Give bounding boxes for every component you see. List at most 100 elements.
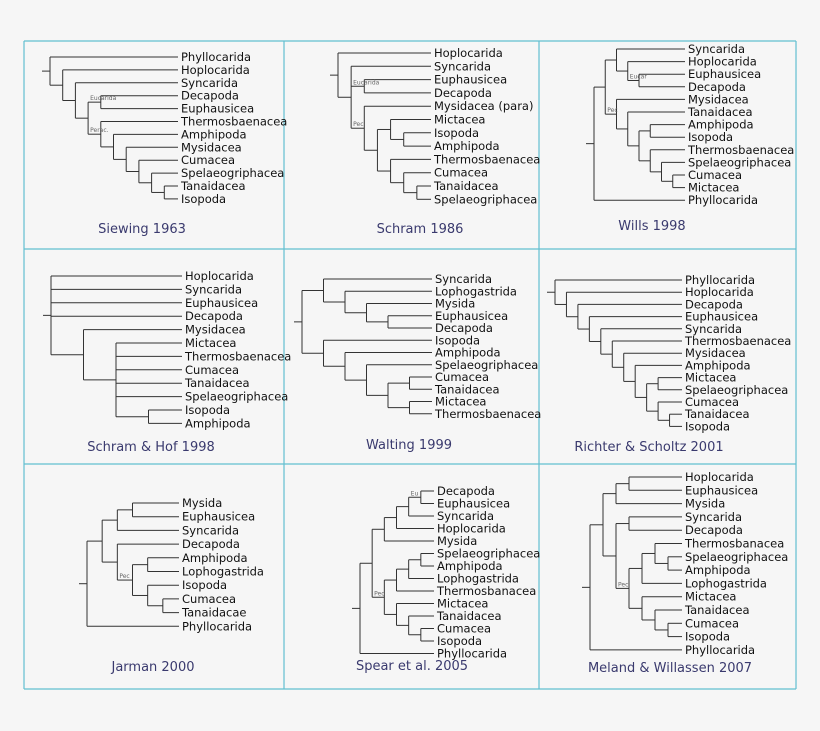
panel-borders [23,40,797,690]
taxon-label: Cumacea [434,166,488,180]
taxon-label: Phyllocarida [182,619,252,633]
taxon-label: Syncarida [685,510,742,524]
taxon-label: Hoplocarida [181,63,250,77]
taxon-label: Euphausicea [437,497,510,511]
taxon-label: Euphausicea [685,310,758,324]
taxon-label: Lophogastrida [435,284,517,298]
taxon-label: Mysidacea [185,323,246,337]
cladogram-panel: HoplocaridaSyncaridaEuphausiceaDecapodaM… [43,269,291,455]
taxon-label: Spelaeogriphacea [437,547,540,561]
taxon-label: Amphipoda [182,551,248,565]
taxon-label: Decapoda [185,309,243,323]
taxon-label: Hoplocarida [437,522,506,536]
taxon-label: Cumacea [185,363,239,377]
taxon-label: Mictacea [688,181,739,195]
taxon-label: Cumacea [435,370,489,384]
taxon-label: Mictacea [685,590,736,604]
taxon-label: Hoplocarida [688,55,757,69]
taxon-label: Euphausicea [435,309,508,323]
taxon-label: Spelaeogriphacea [685,550,788,564]
taxon-label: Isopoda [181,192,226,206]
taxon-label: Amphipoda [185,416,251,430]
taxon-label: Thermosbaenacea [184,349,291,363]
taxon-label: Spelaeogriphacea [688,155,791,169]
taxon-label: Cumacea [685,616,739,630]
clade-label: Perac. [90,127,109,134]
taxon-label: Mysidacea [685,346,746,360]
taxon-label: Isopoda [437,634,482,648]
taxon-label: Syncarida [688,42,745,56]
clade-label: Pec [607,107,617,114]
taxon-label: Thermosbaenacea [434,407,541,421]
taxon-label: Euphausicea [688,67,761,81]
taxon-label: Syncarida [182,523,239,537]
taxon-label: Decapoda [688,80,746,94]
taxon-label: Syncarida [437,509,494,523]
clade-label: Pec [353,121,363,128]
taxon-label: Phyllocarida [685,643,755,657]
taxon-label: Mictacea [437,597,488,611]
clade-label: Pec [618,581,628,588]
taxon-label: Syncarida [181,76,238,90]
citation-caption: Meland & Willassen 2007 [588,661,752,676]
taxon-label: Mysidacea [688,92,749,106]
taxon-label: Tanaidacae [181,606,247,620]
taxon-label: Isopoda [685,419,730,433]
taxon-label: Lophogastrida [182,565,264,579]
taxon-label: Spelaeogriphacea [434,192,537,206]
taxon-label: Amphipoda [685,358,751,372]
citation-caption: Jarman 2000 [110,660,194,675]
taxon-label: Mictacea [685,371,736,385]
citation-caption: Walting 1999 [366,438,452,453]
taxon-label: Tanaidacea [684,603,750,617]
cladogram-panel: MysidaEuphausiceaSyncaridaDecapodaAmphip… [79,496,264,675]
taxon-label: Tanaidacea [184,376,250,390]
taxon-label: Amphipoda [685,563,751,577]
taxon-label: Isopoda [435,333,480,347]
taxon-label: Cumacea [437,622,491,636]
taxon-label: Isopoda [185,403,230,417]
citation-caption: Schram 1986 [377,222,464,237]
taxon-label: Euphausicea [182,510,255,524]
taxon-label: Thermosbaenacea [180,115,287,129]
taxon-label: Mictacea [435,395,486,409]
taxon-label: Cumacea [181,153,235,167]
taxon-label: Decapoda [435,321,493,335]
clade-label: Eucar [630,74,648,81]
taxon-label: Phyllocarida [437,647,507,661]
taxon-label: Hoplocarida [185,269,254,283]
taxon-label: Hoplocarida [685,470,754,484]
taxon-label: Mysida [437,534,477,548]
taxon-label: Cumacea [685,395,739,409]
clade-label: Pec [374,590,384,597]
clade-label: Eu [411,490,419,497]
cladogram-panel: HoplocaridaEuphausiceaMysidaSyncaridaDec… [582,470,788,676]
taxon-label: Decapoda [182,537,240,551]
taxon-label: Lophogastrida [437,572,519,586]
taxon-label: Mictacea [434,113,485,127]
clade-label: Eucarida [353,79,380,86]
taxon-label: Amphipoda [688,118,754,132]
taxon-label: Euphausicea [181,102,254,116]
taxon-label: Mictacea [185,336,236,350]
taxon-label: Decapoda [437,484,495,498]
taxon-label: Isopoda [688,130,733,144]
taxon-label: Cumacea [182,592,236,606]
taxon-label: Amphipoda [435,346,501,360]
taxon-label: Mysidacea [181,140,242,154]
taxon-label: Euphausicea [185,296,258,310]
taxon-label: Euphausicea [685,483,758,497]
taxon-label: Decapoda [181,89,239,103]
taxon-label: Amphipoda [437,559,503,573]
taxon-label: Phyllocarida [181,50,251,64]
taxon-label: Mysida [435,297,475,311]
taxon-label: Isopoda [685,630,730,644]
taxon-label: Spelaeogriphacea [685,383,788,397]
citation-caption: Wills 1998 [618,219,685,234]
taxon-label: Amphipoda [181,127,247,141]
citation-caption: Schram & Hof 1998 [87,440,215,455]
